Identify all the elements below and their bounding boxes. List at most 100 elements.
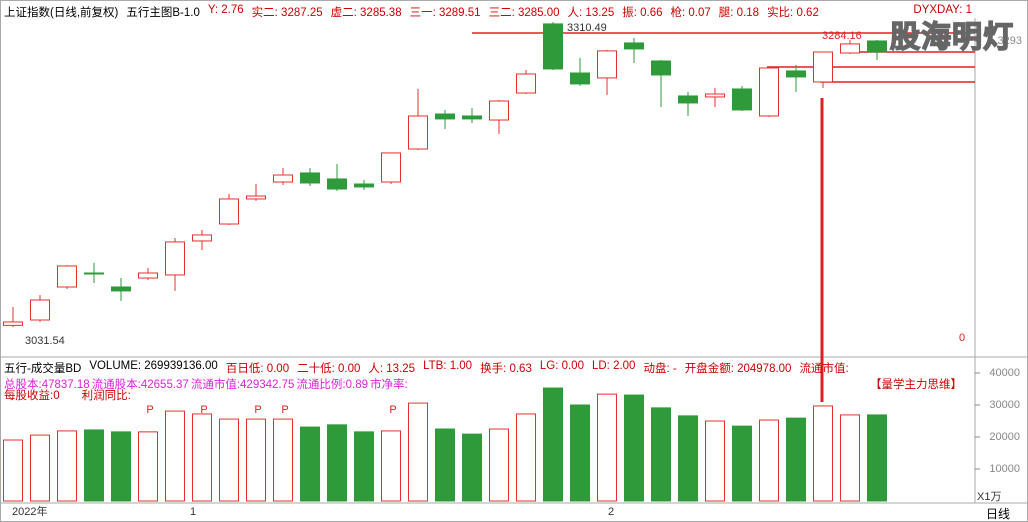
volume-bar — [300, 426, 320, 502]
candle-body — [759, 67, 779, 117]
low-label: 3031.54 — [25, 335, 65, 347]
volume-bar — [867, 414, 887, 502]
y-tick-label: 20000 — [989, 431, 1020, 443]
period: 日线 — [986, 507, 1011, 521]
volume-unit: X1万 — [977, 491, 1002, 503]
candle-body — [624, 42, 644, 50]
reading: 流通市值: — [799, 363, 849, 375]
indicator-label: 0 — [959, 332, 965, 344]
candle-body — [111, 286, 131, 292]
candle-body — [381, 152, 401, 183]
candle-body — [678, 95, 698, 104]
candle-body — [138, 272, 158, 279]
fundamental: 流通比例:0.89 — [296, 379, 368, 391]
volume-bar — [246, 418, 266, 502]
high-label: 3310.49 — [567, 22, 607, 34]
x-tick-label: 1 — [190, 506, 196, 518]
reading: 人: 13.25 — [567, 7, 615, 19]
fundamental: 总股本:47837.18 — [4, 379, 90, 391]
reading: LD: 2.00 — [591, 360, 636, 372]
y-tick-label: 40000 — [989, 367, 1020, 379]
candle-body — [354, 183, 374, 188]
symbol: 上证指数(日线,前复权) — [4, 7, 119, 19]
reading: VOLUME: 269939136.00 — [89, 360, 218, 372]
volume-bar — [381, 430, 401, 502]
candle-body — [570, 72, 590, 85]
volume-bar — [516, 413, 536, 502]
volume-bar — [678, 415, 698, 502]
volume-bar — [543, 387, 563, 502]
marker: P — [254, 404, 261, 416]
volume-bar — [705, 420, 725, 502]
reading: LTB: 1.00 — [423, 360, 473, 372]
y-tick-label: 10000 — [989, 463, 1020, 475]
volume-bar — [840, 414, 860, 502]
candle-body — [273, 174, 293, 183]
volume-bar — [408, 402, 428, 502]
fundamental: 流通市值:429342.75 — [190, 379, 295, 391]
candle-body — [300, 172, 320, 184]
volume-bar — [192, 413, 212, 502]
candle-body — [732, 88, 752, 111]
volume-bar — [651, 407, 671, 502]
info-bar: 上证指数(日线,前复权) 五行主图B-1.0 Y: 2.76 实二: 3287.2… — [4, 4, 819, 20]
volume-bar — [165, 410, 185, 502]
volume-info-bar: 五行-成交量BD VOLUME: 269939136.00 百日低: 0.00 二十… — [4, 360, 849, 376]
candle-body — [327, 178, 347, 190]
reading: Y: 2.76 — [207, 4, 244, 16]
volume-bar — [273, 418, 293, 502]
marker: P — [146, 404, 153, 416]
volume-bar — [597, 393, 617, 502]
reading: 实二: 3287.25 — [251, 7, 323, 19]
last-label: 3284.16 — [822, 30, 862, 42]
marker: P — [281, 404, 288, 416]
indicator: 五行主图B-1.0 — [126, 7, 200, 19]
fundamentals-2: 每股收益:0 利润同比: — [4, 387, 131, 403]
candle-body — [651, 60, 671, 76]
reading: 人: 13.25 — [368, 363, 416, 375]
candle-body — [516, 73, 536, 94]
x-tick-label: 2022年 — [12, 504, 47, 518]
candle-body — [219, 198, 239, 225]
candle-body — [786, 70, 806, 78]
watermark: 股海明灯 — [889, 20, 1014, 55]
volume-bar — [219, 418, 239, 502]
volume-bar — [354, 431, 374, 502]
reading: 三二: 3285.00 — [488, 7, 560, 19]
corner-label: DYXDAY: 1 — [913, 4, 972, 16]
volume-bar — [624, 394, 644, 502]
fundamental: 流通股本:42655.37 — [91, 379, 189, 391]
reading: 二十低: 0.00 — [297, 363, 361, 375]
volume-bar — [57, 430, 77, 502]
volume-bar — [813, 405, 833, 502]
volume-bar — [327, 424, 347, 502]
reading: 开盘金额: 204978.00 — [684, 363, 792, 375]
fundamental: 利润同比: — [81, 390, 131, 402]
volume-bar — [111, 431, 131, 502]
reading: 百日低: 0.00 — [225, 363, 290, 375]
volume-bar — [786, 417, 806, 502]
reading: 实比: 0.62 — [767, 7, 819, 19]
volume-bar — [3, 439, 23, 502]
candle-body — [165, 241, 185, 276]
candle-body — [597, 50, 617, 79]
fundamental: 市净率: — [369, 379, 408, 391]
fundamentals: 总股本:47837.18 流通股本:42655.37 流通市值:429342.75 流… — [4, 376, 408, 392]
candle-body — [840, 43, 860, 54]
volume-bar — [30, 434, 50, 502]
reading: 三一: 3289.51 — [409, 7, 481, 19]
volume-bar — [759, 419, 779, 502]
volume-bar — [462, 433, 482, 502]
candle-body — [462, 115, 482, 120]
reading: 换手: 0.63 — [480, 363, 532, 375]
candle-body — [408, 115, 428, 150]
candle-body — [489, 100, 509, 121]
candle-body — [435, 113, 455, 120]
marker: P — [200, 404, 207, 416]
y-tick-label: 3293 — [998, 35, 1022, 47]
reading: 振: 0.66 — [622, 7, 663, 19]
volume-bar — [489, 428, 509, 502]
candle-body — [867, 40, 887, 53]
